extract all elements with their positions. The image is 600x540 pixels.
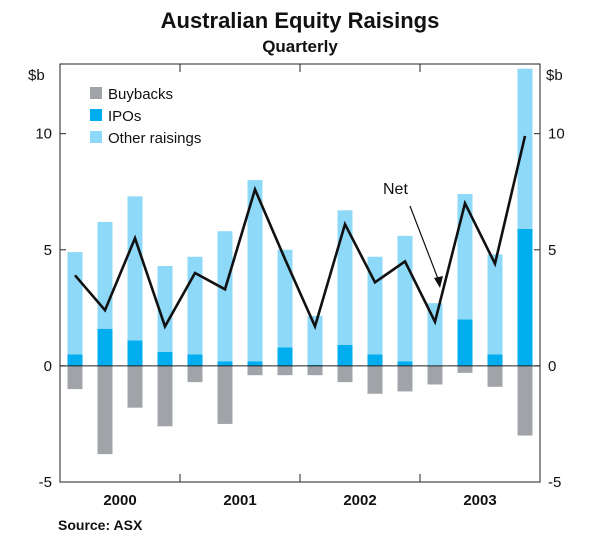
net-annotation-arrow-line: [409, 205, 441, 285]
y-tick-label-left: -5: [39, 474, 52, 491]
net-line: [74, 135, 527, 331]
legend-label-other-raisings: Other raisings: [108, 130, 201, 147]
bar-buybacks: [97, 365, 113, 455]
bar-buybacks: [277, 365, 293, 376]
bar-ipos: [97, 328, 113, 366]
bar-buybacks: [187, 365, 203, 383]
bar-buybacks: [397, 365, 413, 392]
y-tick-label-right: 0: [548, 358, 556, 375]
chart-title: Australian Equity Raisings: [161, 8, 440, 33]
y-tick-label-left: 5: [44, 242, 52, 259]
net-annotation-arrowhead: [434, 276, 443, 288]
bar-buybacks: [517, 365, 533, 436]
x-tick-label-year: 2003: [463, 492, 496, 509]
bar-ipos: [67, 354, 83, 366]
bar-other-raisings: [247, 180, 263, 362]
bar-other-raisings: [127, 196, 143, 341]
bar-other-raisings: [517, 68, 533, 229]
bar-buybacks: [457, 365, 473, 373]
y-tick-label-right: 5: [548, 242, 556, 259]
net-annotation: Net: [383, 181, 443, 288]
bar-ipos: [457, 319, 473, 366]
bar-ipos: [277, 347, 293, 366]
legend-swatch-ipos: [90, 109, 102, 121]
bar-buybacks: [367, 365, 383, 394]
net-line-group: [74, 135, 527, 331]
bar-buybacks: [247, 365, 263, 376]
bar-buybacks: [217, 365, 233, 424]
bar-other-raisings: [397, 235, 413, 362]
legend-label-ipos: IPOs: [108, 108, 141, 125]
bar-buybacks: [157, 365, 173, 427]
x-tick-label-year: 2001: [223, 492, 256, 509]
right-axis-unit: $b: [546, 67, 563, 84]
bar-other-raisings: [487, 254, 503, 355]
bar-other-raisings: [427, 303, 443, 366]
bar-other-raisings: [277, 249, 293, 348]
legend: Buybacks IPOs Other raisings: [90, 86, 201, 147]
bar-buybacks: [487, 365, 503, 387]
bar-ipos: [337, 344, 353, 366]
bar-ipos: [307, 364, 323, 366]
bar-other-raisings: [337, 210, 353, 345]
bars-group: [60, 68, 540, 455]
bar-other-raisings: [67, 252, 83, 355]
legend-swatch-buybacks: [90, 87, 102, 99]
bar-ipos: [247, 361, 263, 366]
bar-buybacks: [67, 365, 83, 390]
bar-other-raisings: [187, 256, 203, 355]
source-note: Source: ASX: [58, 517, 143, 533]
bar-buybacks: [307, 365, 323, 376]
net-annotation-label: Net: [383, 181, 408, 198]
bar-other-raisings: [97, 221, 113, 329]
bar-buybacks: [127, 365, 143, 408]
chart-subtitle: Quarterly: [262, 37, 338, 56]
bar-other-raisings: [217, 231, 233, 362]
left-axis-unit: $b: [28, 67, 45, 84]
y-tick-label-right: -5: [548, 474, 561, 491]
bar-ipos: [517, 228, 533, 366]
bar-ipos: [187, 354, 203, 366]
bar-other-raisings: [157, 266, 173, 352]
bar-ipos: [157, 351, 173, 366]
bar-ipos: [487, 354, 503, 366]
year-dividers: [179, 64, 421, 482]
bar-buybacks: [337, 365, 353, 383]
legend-swatch-other-raisings: [90, 131, 102, 143]
bar-buybacks: [427, 365, 443, 385]
bar-other-raisings: [457, 194, 473, 320]
legend-label-buybacks: Buybacks: [108, 86, 173, 103]
y-tick-label-left: 10: [35, 126, 52, 143]
bar-ipos: [367, 354, 383, 366]
bar-other-raisings: [307, 315, 323, 365]
bar-ipos: [127, 340, 143, 366]
x-tick-label-year: 2002: [343, 492, 376, 509]
x-tick-label-year: 2000: [103, 492, 136, 509]
x-axis-year-labels: 2000 2001 2002 2003: [103, 492, 496, 509]
bar-ipos: [217, 361, 233, 366]
y-tick-label-left: 0: [44, 358, 52, 375]
y-axis-ticks: -5 -5 0 0 5 5 10 10: [35, 126, 564, 491]
bar-ipos: [397, 361, 413, 366]
y-tick-label-right: 10: [548, 126, 565, 143]
